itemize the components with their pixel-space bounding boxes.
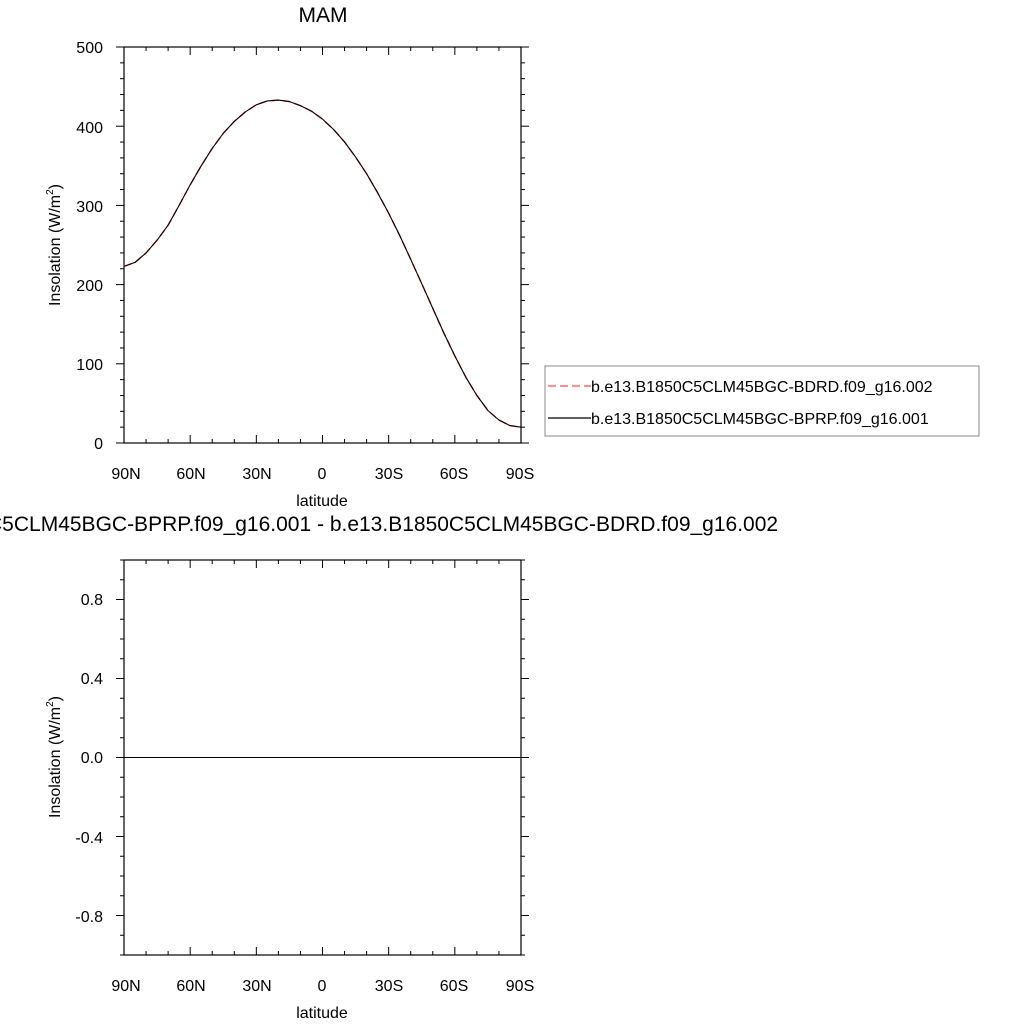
top-y-axis-label: Insolation (W/m2) [45,184,64,306]
bottom-y-axis-label: Insolation (W/m2) [45,696,64,818]
top-y-axis-label-text: Insolation (W/m [47,195,64,306]
top-y-tick-label: 400 [76,120,103,137]
top-x-tick-label: 90S [506,466,534,483]
top-series-line-0 [123,99,522,428]
top-y-axis-label-close: ) [47,184,64,189]
top-y-axis-label-sup: 2 [45,189,56,195]
top-panel: MAM 0 100 200 300 400 500 90N 60N 30N 0 … [45,4,980,510]
top-y-tick-label: 300 [76,199,103,216]
top-chart-title: MAM [299,4,348,27]
bottom-y-tick-label: -0.4 [75,830,103,847]
bottom-x-tick-label: 60S [440,978,468,995]
top-series-line-1 [123,99,522,428]
top-x-tick-label: 30S [375,466,403,483]
bottom-x-tick-label: 30N [242,978,271,995]
legend-box [544,365,980,437]
bottom-y-tick-label: -0.8 [75,909,103,926]
bottom-axis-ticks [116,559,529,956]
bottom-y-axis-label-sup: 2 [45,701,56,707]
top-y-tick-label: 0 [94,436,103,453]
bottom-y-axis-label-text: Insolation (W/m [47,707,64,818]
top-x-tick-label: 0 [318,466,327,483]
bottom-chart-title: b.e13.B1850C5CLM45BGC-BPRP.f09_g16.001 -… [0,513,778,536]
top-series-lines [123,99,522,428]
bottom-x-tick-label: 0 [318,978,327,995]
bottom-x-tick-label: 30S [375,978,403,995]
top-x-tick-labels: 90N 60N 30N 0 30S 60S 90S [111,466,534,483]
top-y-tick-label: 200 [76,278,103,295]
top-x-tick-label: 60N [176,466,205,483]
bottom-x-axis-label: latitude [296,1005,348,1022]
top-x-tick-label: 60S [440,466,468,483]
bottom-y-axis-label-close: ) [47,696,64,701]
bottom-x-tick-label: 90N [111,978,140,995]
top-y-tick-labels: 0 100 200 300 400 500 [76,40,103,453]
top-y-tick-label: 100 [76,357,103,374]
bottom-panel: b.e13.B1850C5CLM45BGC-BPRP.f09_g16.001 -… [0,513,778,1022]
top-plot-frame [123,46,522,444]
top-y-tick-label: 500 [76,40,103,57]
legend-label-bdrd: b.e13.B1850C5CLM45BGC-BDRD.f09_g16.002 [591,379,933,396]
bottom-y-tick-label: 0.8 [81,592,103,609]
bottom-y-tick-label: 0.0 [81,750,103,767]
bottom-y-tick-labels: -0.8 -0.4 0.0 0.4 0.8 [75,592,103,926]
bottom-y-tick-label: 0.4 [81,671,103,688]
legend: b.e13.B1850C5CLM45BGC-BDRD.f09_g16.002 b… [544,365,980,437]
legend-label-bprp: b.e13.B1850C5CLM45BGC-BPRP.f09_g16.001 [591,411,929,428]
top-axis-ticks [116,46,529,444]
top-x-axis-label: latitude [296,493,348,510]
top-x-tick-label: 30N [242,466,271,483]
bottom-x-tick-label: 90S [506,978,534,995]
bottom-x-tick-label: 60N [176,978,205,995]
bottom-x-tick-labels: 90N 60N 30N 0 30S 60S 90S [111,978,534,995]
top-x-tick-label: 90N [111,466,140,483]
